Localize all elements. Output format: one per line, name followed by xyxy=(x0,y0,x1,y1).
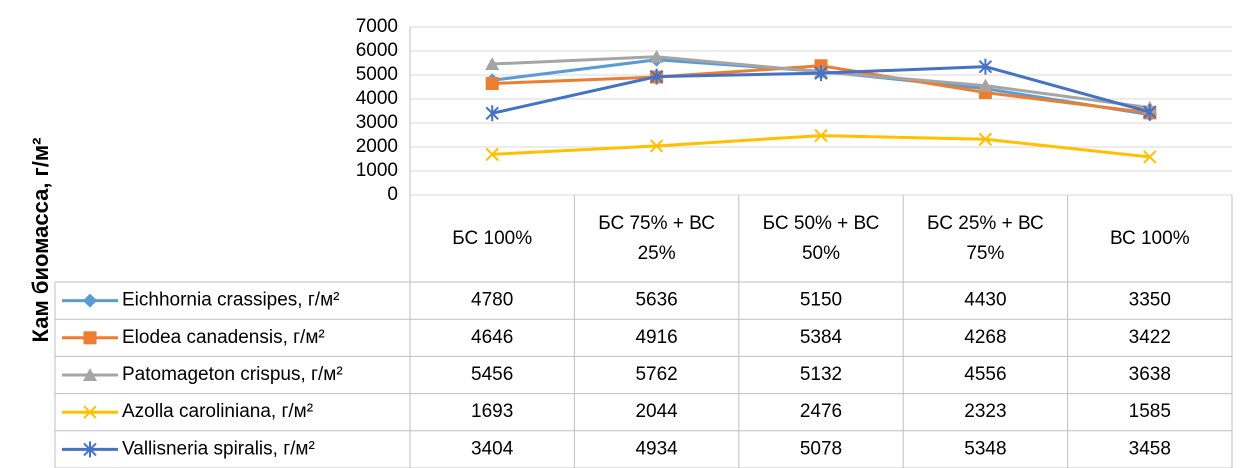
table-value: 1693 xyxy=(471,401,513,422)
table-value: 1585 xyxy=(1129,401,1171,422)
table-value: 5150 xyxy=(800,290,842,311)
table-value: 4430 xyxy=(964,290,1006,311)
x-tick-label: БС 100% xyxy=(410,195,574,282)
marker xyxy=(485,105,499,122)
table-value: 5384 xyxy=(800,327,843,348)
y-tick-label: 0 xyxy=(387,184,398,205)
x-tick-label: БС 25% + ВС 75% xyxy=(903,195,1067,282)
y-tick-label: 7000 xyxy=(356,16,398,37)
legend-label: Patomageton crispus, г/м² xyxy=(122,364,343,385)
table-value: 3458 xyxy=(1129,438,1171,459)
table-value: 2323 xyxy=(964,401,1006,422)
table-value: 4646 xyxy=(471,327,513,348)
y-tick-label: 1000 xyxy=(356,160,398,181)
y-tick-label: 3000 xyxy=(356,112,398,133)
legend-label: Eichhornia crassipes, г/м² xyxy=(122,290,339,311)
x-tick-label: БС 75% + ВС 25% xyxy=(574,195,738,282)
marker xyxy=(649,49,664,63)
table-value: 4916 xyxy=(635,327,677,348)
table-value: 5636 xyxy=(635,290,677,311)
marker xyxy=(649,139,664,153)
marker xyxy=(485,57,500,71)
table-value: 4934 xyxy=(635,438,678,459)
marker xyxy=(485,147,499,162)
category-text: БС 75% + ВС 25% xyxy=(598,212,715,264)
y-tick-label: 2000 xyxy=(356,136,398,157)
table-value: 5456 xyxy=(471,364,513,385)
marker xyxy=(814,65,828,82)
marker xyxy=(1143,104,1157,121)
table-value: 5348 xyxy=(964,438,1006,459)
marker xyxy=(83,405,97,419)
table-value: 2476 xyxy=(800,401,842,422)
marker xyxy=(978,132,993,146)
marker xyxy=(649,68,664,85)
marker xyxy=(978,78,993,92)
x-tick-label: БС 50% + ВС 50% xyxy=(739,195,903,282)
table-value: 3638 xyxy=(1129,364,1171,385)
table-value: 2044 xyxy=(635,401,678,422)
y-tick-label: 4000 xyxy=(356,88,398,109)
table-value: 5762 xyxy=(635,364,677,385)
marker xyxy=(83,331,97,345)
legend-label: Azolla caroliniana, г/м² xyxy=(122,401,313,422)
marker xyxy=(485,76,499,90)
marker xyxy=(814,128,828,143)
legend-label: Elodea canadensis, г/м² xyxy=(122,327,325,348)
table-value: 5132 xyxy=(800,364,842,385)
category-text: ВС 100% xyxy=(1109,227,1190,249)
x-tick-label: ВС 100% xyxy=(1068,195,1232,282)
table-value: 4780 xyxy=(471,290,513,311)
y-tick-label: 6000 xyxy=(356,40,398,61)
y-axis-label: Кам биомасса, г/м² xyxy=(28,138,53,343)
table-value: 4268 xyxy=(964,327,1006,348)
table-value: 3350 xyxy=(1129,290,1171,311)
marker xyxy=(83,293,97,308)
table-value: 3422 xyxy=(1129,327,1171,348)
category-text: БС 50% + ВС 50% xyxy=(762,212,880,264)
series-line xyxy=(492,134,1150,159)
y-tick-label: 5000 xyxy=(356,64,398,85)
table-value: 3404 xyxy=(471,438,514,459)
table-value: 4556 xyxy=(964,364,1006,385)
marker xyxy=(978,58,993,75)
table-value: 5078 xyxy=(800,438,842,459)
marker xyxy=(83,368,97,381)
marker xyxy=(83,441,97,458)
category-text: БС 25% + ВС 75% xyxy=(927,212,1044,264)
marker xyxy=(1143,150,1157,164)
category-text: БС 100% xyxy=(452,227,533,249)
legend-label: Vallisneria spiralis, г/м² xyxy=(122,438,315,459)
